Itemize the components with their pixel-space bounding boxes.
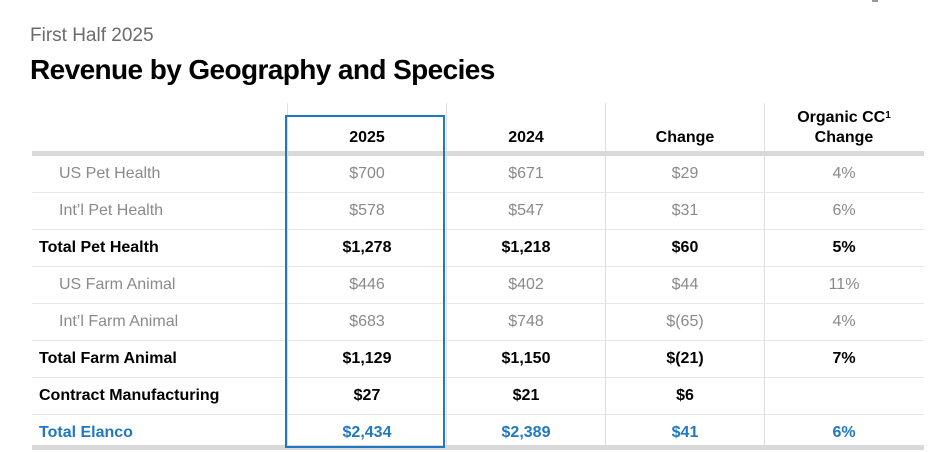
row-label: Int’l Pet Health — [59, 202, 164, 219]
value-organic-cc-change: 4% — [832, 313, 856, 330]
page-title: Revenue by Geography and Species — [30, 54, 495, 85]
value-2024: $748 — [508, 313, 544, 330]
table-row: Total Pet Health $1,278 $1,218 $60 5% — [32, 230, 924, 267]
row-label: Int’l Farm Animal — [59, 313, 179, 330]
value-change: $31 — [671, 202, 699, 219]
value-2025: $1,278 — [342, 239, 392, 256]
table-row: Int’l Farm Animal $683 $748 $(65) 4% — [32, 304, 924, 341]
header-2024: 2024 — [447, 103, 605, 151]
value-2024: $1,218 — [501, 239, 551, 256]
value-organic-cc-change: 4% — [832, 165, 856, 182]
table-row: Total Elanco $2,434 $2,389 $41 6% — [32, 415, 924, 452]
value-2024: $2,389 — [501, 424, 551, 441]
row-label: US Pet Health — [59, 165, 161, 182]
value-2025: $446 — [349, 276, 385, 293]
header-change: Change — [606, 103, 764, 151]
table-row: US Farm Animal $446 $402 $44 11% — [32, 267, 924, 304]
header-rule — [32, 151, 924, 156]
table-row: Total Farm Animal $1,129 $1,150 $(21) 7% — [32, 341, 924, 378]
header-organic-line2: Change — [814, 129, 874, 146]
value-change: $(21) — [666, 350, 704, 367]
value-2025: $2,434 — [342, 424, 392, 441]
value-change: $29 — [671, 165, 699, 182]
value-change: $6 — [676, 387, 694, 404]
row-label: Contract Manufacturing — [39, 387, 220, 404]
value-change: $44 — [671, 276, 699, 293]
header-organic-label: Organic CC1 Change — [797, 108, 891, 148]
value-2024: $671 — [508, 165, 544, 182]
revenue-table: 2025 2024 Change Organic CC1 Change US P… — [32, 103, 924, 450]
value-2025: $1,129 — [342, 350, 392, 367]
header-change-label: Change — [655, 129, 715, 146]
header-organic-line1: Organic CC — [797, 109, 886, 126]
value-2025: $683 — [349, 313, 385, 330]
corner-mark — [872, 0, 878, 2]
value-organic-cc-change: 6% — [832, 202, 856, 219]
table-row: Contract Manufacturing $27 $21 $6 — [32, 378, 924, 415]
value-change: $60 — [671, 239, 699, 256]
period-subtitle: First Half 2025 — [30, 25, 154, 46]
column-divider — [446, 103, 447, 449]
header-2025-label: 2025 — [349, 129, 385, 146]
value-organic-cc-change: 5% — [832, 239, 856, 256]
row-label: Total Elanco — [39, 424, 133, 441]
column-divider — [287, 103, 288, 449]
column-divider — [605, 103, 606, 449]
value-2025: $27 — [353, 387, 381, 404]
value-change: $41 — [671, 424, 699, 441]
header-2024-label: 2024 — [508, 129, 544, 146]
row-label: Total Farm Animal — [39, 350, 177, 367]
header-organic-cc-change: Organic CC1 Change — [765, 103, 923, 151]
value-2024: $21 — [512, 387, 540, 404]
value-organic-cc-change: 11% — [828, 276, 860, 293]
value-organic-cc-change: 7% — [832, 350, 856, 367]
row-label: Total Pet Health — [39, 239, 159, 256]
value-2025: $700 — [349, 165, 385, 182]
table-row: Int’l Pet Health $578 $547 $31 6% — [32, 193, 924, 230]
value-2025: $578 — [349, 202, 385, 219]
header-2025: 2025 — [288, 103, 446, 151]
table-row: US Pet Health $700 $671 $29 4% — [32, 156, 924, 193]
value-organic-cc-change: 6% — [832, 424, 856, 441]
value-2024: $547 — [508, 202, 544, 219]
value-2024: $1,150 — [501, 350, 551, 367]
column-divider — [764, 103, 765, 449]
value-organic-cc-change — [765, 378, 923, 414]
footer-rule — [32, 445, 924, 450]
row-label: US Farm Animal — [59, 276, 176, 293]
footnote-marker: 1 — [885, 110, 891, 121]
value-2024: $402 — [508, 276, 544, 293]
value-change: $(65) — [666, 313, 704, 330]
